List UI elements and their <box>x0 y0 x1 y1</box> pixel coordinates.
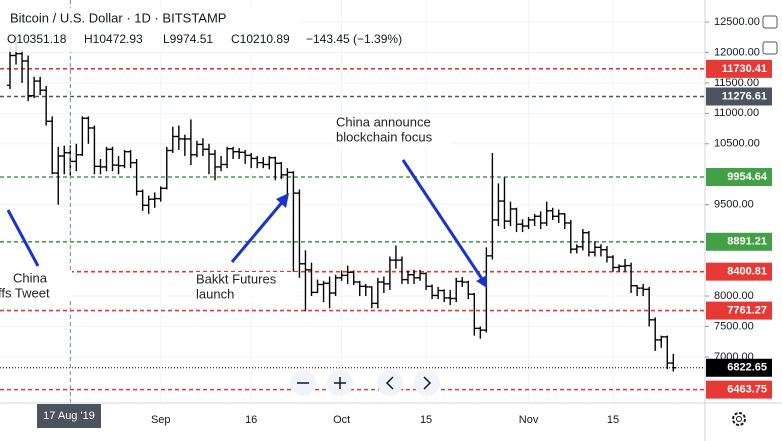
settings-button[interactable] <box>732 412 746 426</box>
toolbar-button[interactable] <box>762 15 778 29</box>
scroll-left-button[interactable] <box>377 370 403 396</box>
arrowhead <box>276 193 289 208</box>
header-high: H10472.93 <box>84 32 143 46</box>
arrow <box>230 199 286 263</box>
crosshair-label: 17 Aug '19 <box>43 410 95 422</box>
y-tick-label: 11500.00 <box>714 77 759 89</box>
x-tick-label: 15 <box>420 414 432 426</box>
y-tick-label: 7500.00 <box>714 320 754 332</box>
zoom-in-button[interactable] <box>327 370 353 396</box>
x-tick-label: 16 <box>245 414 257 426</box>
level-label: 6822.65 <box>727 362 767 374</box>
annotation: ffs Tweet <box>0 285 50 300</box>
y-tick-label: 12000.00 <box>714 46 760 58</box>
level-label-bg <box>706 232 772 251</box>
y-tick-label: 10500.00 <box>714 138 760 150</box>
level-label: 9954.64 <box>727 171 768 183</box>
icon <box>762 15 778 29</box>
level-label: 11730.41 <box>722 63 767 75</box>
icon <box>732 412 746 426</box>
level-label: 8400.81 <box>727 266 767 278</box>
zoom-out-button[interactable] <box>290 370 316 396</box>
y-tick-label: 8000.00 <box>714 290 754 302</box>
level-label: 6463.75 <box>727 384 767 396</box>
icon <box>762 41 778 55</box>
x-tick-label: Nov <box>519 414 539 426</box>
annotation: blockchain focus <box>336 129 433 144</box>
header-close: C10210.89 <box>231 32 290 46</box>
y-tick-label: 12500.00 <box>714 16 760 28</box>
arrow <box>401 159 484 280</box>
header-open: O10351.18 <box>7 32 67 46</box>
level-label-bg <box>706 262 772 281</box>
icon <box>423 376 432 390</box>
annotation: launch <box>196 286 234 301</box>
header-bg <box>0 8 300 52</box>
price-axis: 12500.00 12000.00 11500.00 11000.00 10500.00… <box>705 16 760 363</box>
header-change: −143.45 (−1.39%) <box>306 32 402 46</box>
icon <box>736 416 742 422</box>
time-axis: Sep 16 Oct 15 Nov 15 <box>151 414 619 426</box>
level-label-bg <box>706 168 772 187</box>
level-label-bg <box>706 87 772 106</box>
level-label: 8891.21 <box>727 236 767 248</box>
annotation: Bakkt Futures <box>196 271 277 286</box>
y-tick-label: 11000.00 <box>714 107 759 119</box>
chart-title: Bitcoin / U.S. Dollar · 1D · BITSTAMP <box>10 10 226 25</box>
header-low: L9974.51 <box>163 32 213 46</box>
toolbar-button[interactable] <box>762 41 778 55</box>
annotation-bg <box>334 116 454 146</box>
arrowhead <box>476 275 487 288</box>
scroll-right-button[interactable] <box>414 370 440 396</box>
level-label: 7761.27 <box>727 304 767 316</box>
annotation: China announce <box>336 114 431 129</box>
y-tick-label: 9500.00 <box>714 199 754 211</box>
annotation-bg <box>194 272 298 302</box>
x-tick-label: Oct <box>333 414 350 426</box>
annotation-bg <box>0 270 72 300</box>
arrow <box>6 209 40 267</box>
crosshair-label-bg <box>37 404 101 428</box>
level-label-bg <box>706 358 772 377</box>
button-bg <box>414 370 440 396</box>
level-label-bg <box>706 301 772 320</box>
button-bg <box>377 370 403 396</box>
level-label-bg <box>706 59 772 78</box>
level-label-bg <box>706 380 772 399</box>
icon <box>385 376 394 390</box>
x-tick-label: 15 <box>607 414 619 426</box>
level-label: 11276.61 <box>722 90 767 102</box>
bars <box>7 34 677 372</box>
annotation: China <box>13 270 48 285</box>
x-tick-label: Sep <box>151 414 171 426</box>
